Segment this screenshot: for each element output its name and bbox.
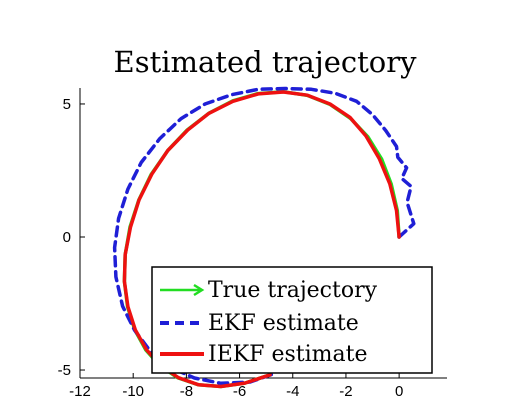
y-tick-label: 0 [63, 229, 71, 246]
x-tick-label: -8 [180, 383, 193, 400]
y-tick-label: 5 [63, 96, 71, 113]
legend-arrow-icon [193, 283, 205, 297]
legend: True trajectory EKF estimate IEKF estima… [151, 266, 433, 374]
legend-label-iekf-estimate: IEKF estimate [208, 342, 367, 367]
x-tick-label: -12 [69, 383, 91, 400]
x-tick-label: -4 [286, 383, 299, 400]
legend-label-true-trajectory: True trajectory [208, 278, 378, 303]
chart-title: Estimated trajectory [114, 45, 418, 79]
x-tick-label: -2 [339, 383, 352, 400]
y-tick-label: -5 [58, 362, 71, 379]
legend-label-ekf-estimate: EKF estimate [208, 311, 359, 336]
plot-area: -12 -10 -8 -6 -4 -2 0 -5 0 5 [58, 86, 447, 400]
x-tick-label: -10 [122, 383, 144, 400]
series-line-ekf-estimate [112, 86, 416, 386]
x-tick-label: -6 [233, 383, 246, 400]
x-tick-label: 0 [395, 383, 403, 400]
